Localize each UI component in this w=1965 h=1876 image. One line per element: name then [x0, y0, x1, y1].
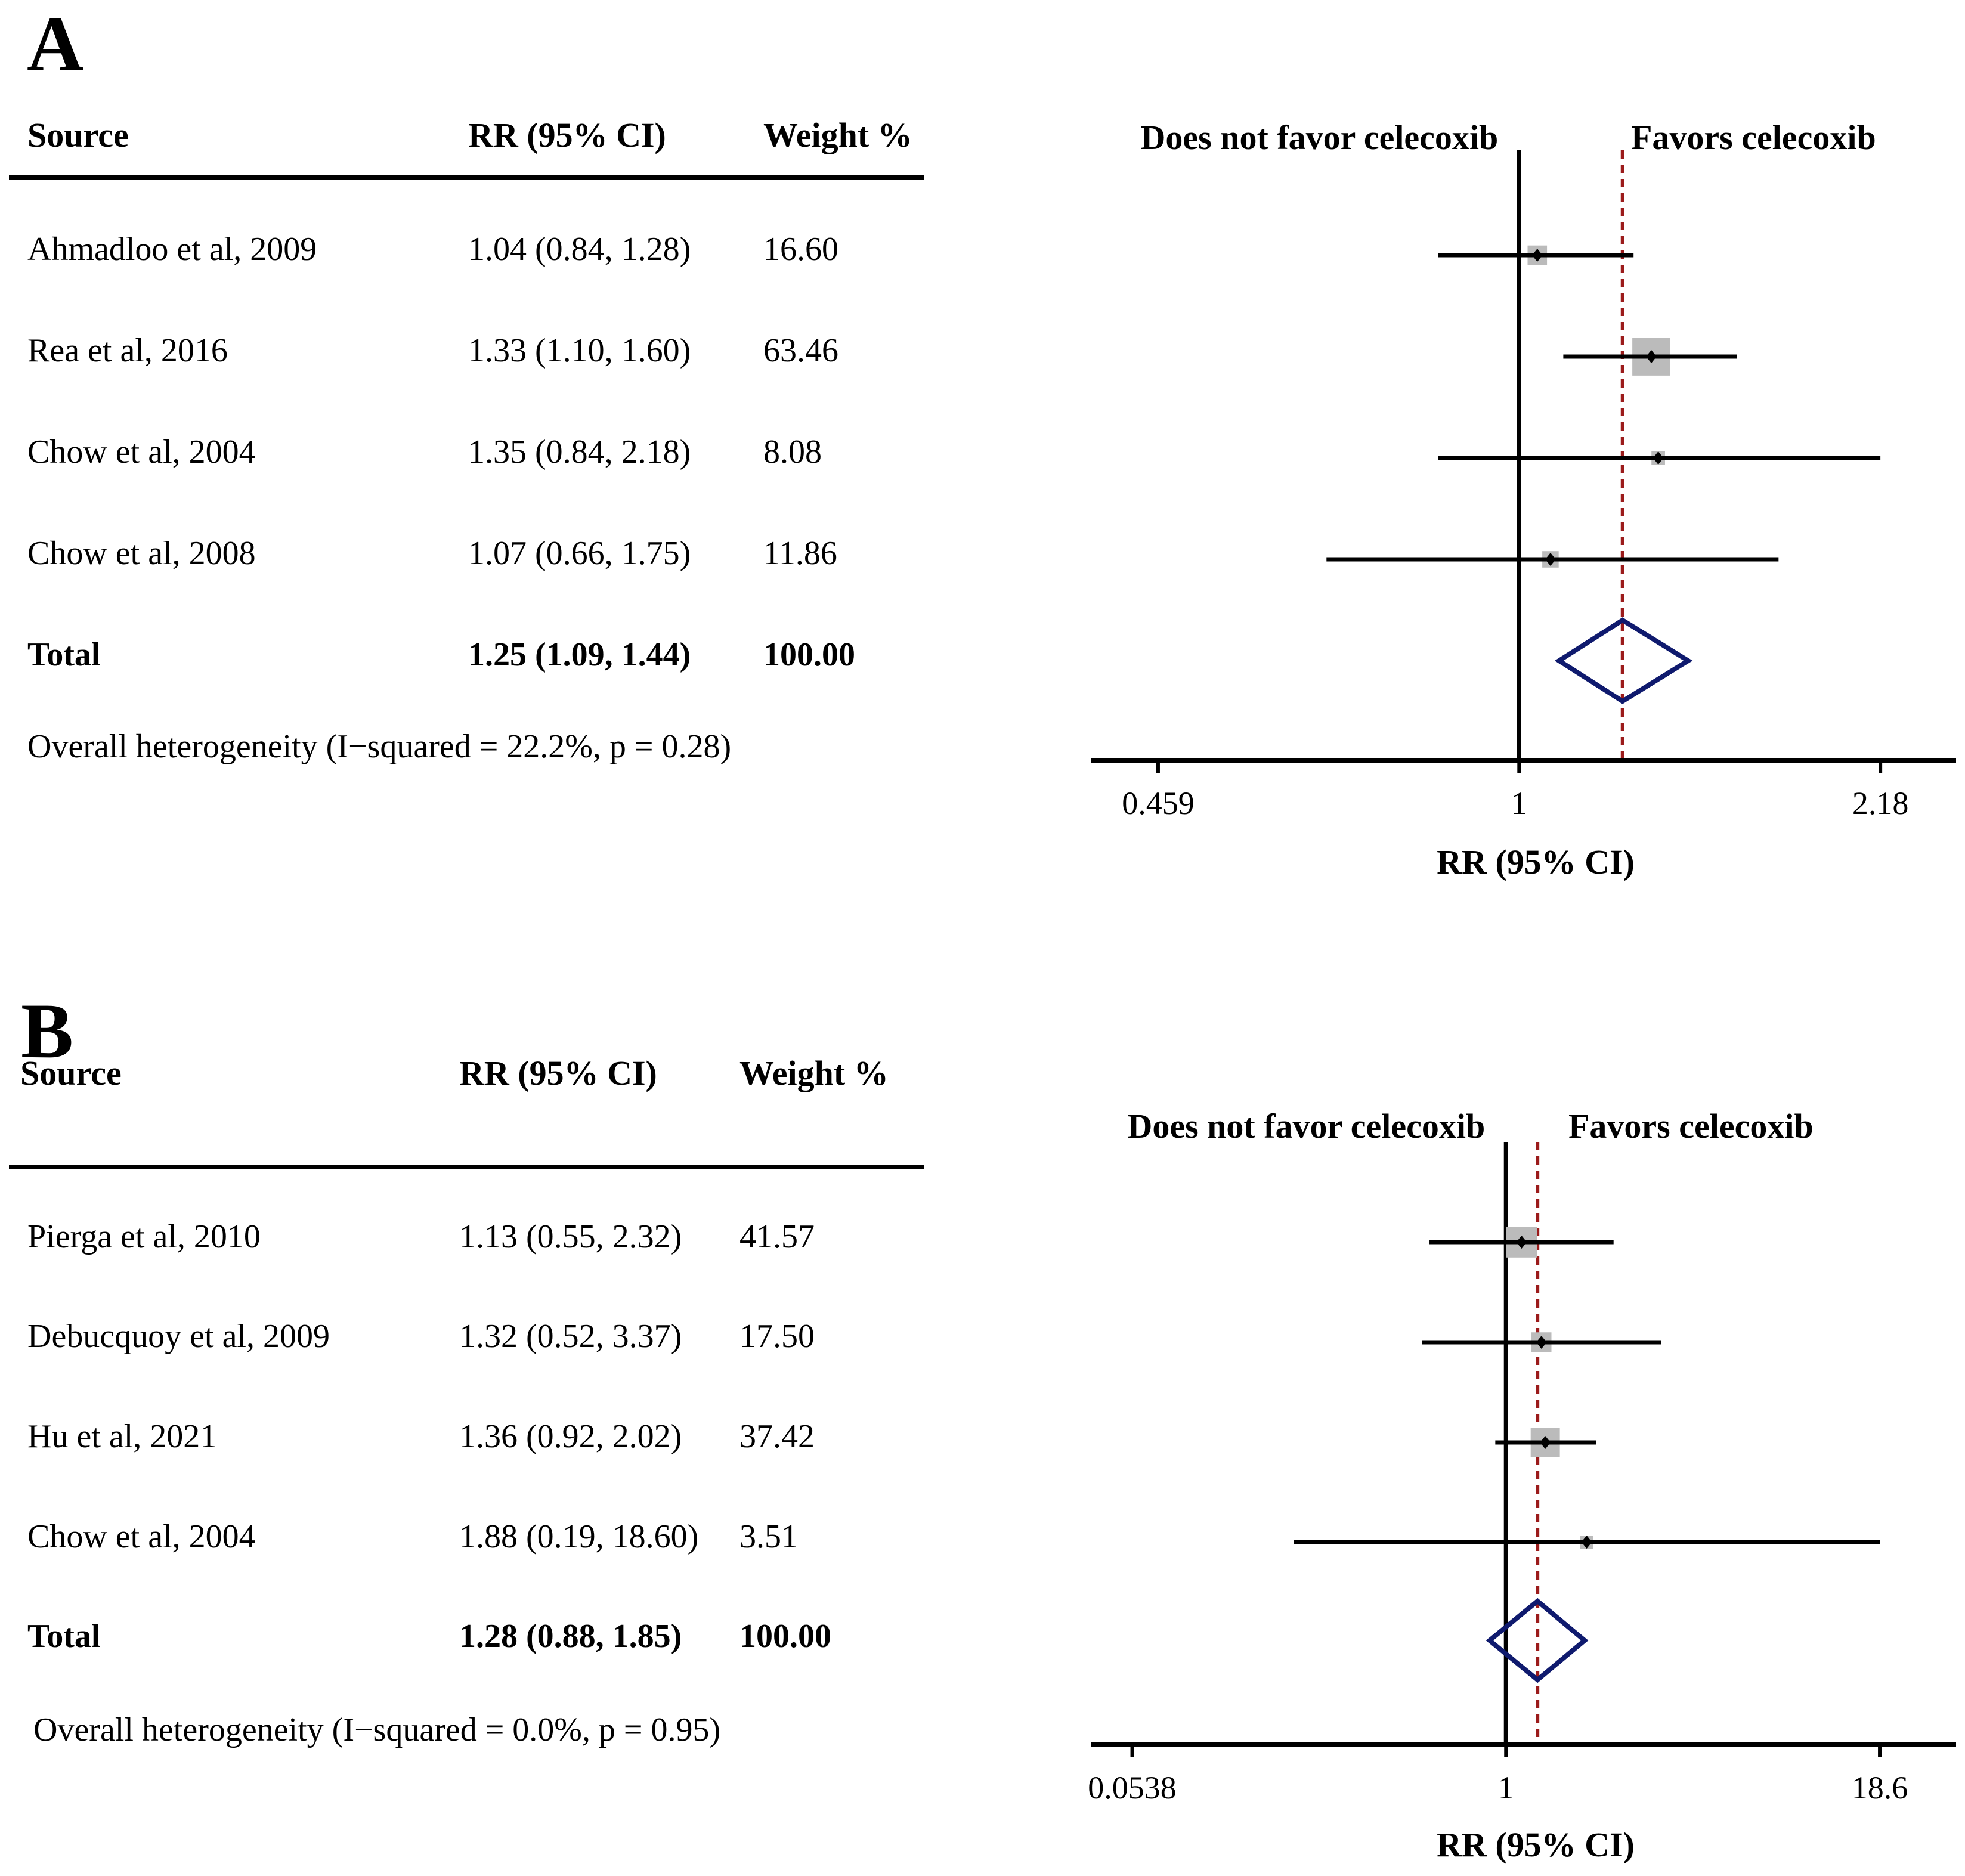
summary-diamond	[1486, 1598, 1589, 1683]
direction-label-right: Favors celecoxib	[1631, 118, 1876, 157]
x-tick-label: 1	[1498, 1770, 1514, 1806]
summary-diamond	[1554, 617, 1693, 704]
x-tick-label: 2.18	[1852, 785, 1909, 821]
heterogeneity-note: Overall heterogeneity (I−squared = 0.0%,…	[33, 1711, 721, 1748]
row-rr: 1.35 (0.84, 2.18)	[468, 434, 691, 470]
x-tick-label: 0.0538	[1088, 1770, 1177, 1806]
forest-plot-b: Does not favor celecoxib Favors celecoxib…	[1088, 1107, 1956, 1864]
row-weight: 41.57	[739, 1218, 815, 1255]
point-estimate	[1646, 350, 1657, 363]
col-header-rr: RR (95% CI)	[468, 116, 666, 154]
header-rule	[9, 175, 924, 180]
x-axis-title: RR (95% CI)	[1437, 843, 1635, 881]
direction-label-left: Does not favor celecoxib	[1141, 118, 1499, 157]
direction-label-right: Favors celecoxib	[1568, 1107, 1814, 1146]
col-header-source: Source	[20, 1054, 122, 1092]
total-rr: 1.25 (1.09, 1.44)	[468, 636, 691, 673]
total-label: Total	[27, 1618, 101, 1655]
col-header-weight: Weight %	[739, 1054, 889, 1092]
row-source: Rea et al, 2016	[27, 332, 228, 369]
heterogeneity-note: Overall heterogeneity (I−squared = 22.2%…	[27, 728, 732, 765]
direction-label-left: Does not favor celecoxib	[1127, 1107, 1485, 1146]
panel-a: A Source RR (95% CI) Weight % Ahmadloo e…	[9, 0, 1956, 881]
total-weight: 100.00	[763, 636, 855, 673]
forest-plot-a: Does not favor celecoxib Favors celecoxib…	[1091, 118, 1956, 881]
row-rr: 1.36 (0.92, 2.02)	[459, 1418, 682, 1455]
row-source: Chow et al, 2004	[27, 1518, 256, 1555]
row-source: Chow et al, 2008	[27, 535, 256, 572]
panel-b: B Source RR (95% CI) Weight % Pierga et …	[0, 938, 1965, 1876]
row-source: Hu et al, 2021	[27, 1418, 217, 1455]
x-axis-title: RR (95% CI)	[1437, 1825, 1635, 1864]
row-source: Chow et al, 2004	[27, 434, 256, 470]
row-rr: 1.13 (0.55, 2.32)	[459, 1218, 682, 1255]
panel-letter: B	[21, 987, 74, 1075]
row-weight: 17.50	[739, 1318, 815, 1355]
row-source: Debucquoy et al, 2009	[27, 1318, 330, 1355]
total-rr: 1.28 (0.88, 1.85)	[459, 1618, 682, 1655]
col-header-rr: RR (95% CI)	[459, 1054, 657, 1092]
total-weight: 100.00	[739, 1618, 831, 1655]
row-weight: 11.86	[763, 535, 837, 572]
row-rr: 1.33 (1.10, 1.60)	[468, 332, 691, 369]
x-tick-label: 18.6	[1852, 1770, 1908, 1806]
row-source: Ahmadloo et al, 2009	[27, 231, 317, 268]
x-tick-label: 1	[1511, 785, 1527, 821]
point-estimate	[1653, 451, 1664, 465]
row-weight: 8.08	[763, 434, 822, 470]
header-rule	[9, 1165, 924, 1169]
x-tick-label: 0.459	[1122, 785, 1195, 821]
row-rr: 1.88 (0.19, 18.60)	[459, 1518, 699, 1555]
panel-letter: A	[27, 0, 84, 88]
total-label: Total	[27, 636, 101, 673]
row-source: Pierga et al, 2010	[27, 1218, 261, 1255]
row-weight: 16.60	[763, 231, 838, 268]
row-rr: 1.04 (0.84, 1.28)	[468, 231, 691, 268]
row-rr: 1.07 (0.66, 1.75)	[468, 535, 691, 572]
col-header-weight: Weight %	[763, 116, 912, 154]
row-rr: 1.32 (0.52, 3.37)	[459, 1318, 682, 1355]
row-weight: 3.51	[739, 1518, 798, 1555]
row-weight: 63.46	[763, 332, 838, 369]
row-weight: 37.42	[739, 1418, 815, 1455]
col-header-source: Source	[27, 116, 129, 154]
